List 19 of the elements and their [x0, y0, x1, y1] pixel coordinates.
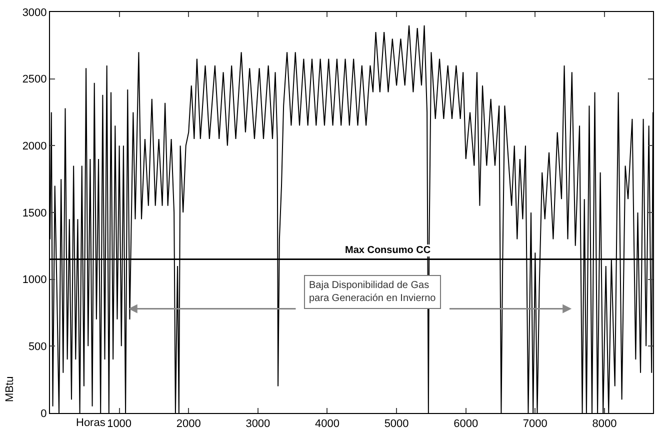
x-tick-label: 6000 — [454, 418, 478, 430]
y-axis-title: MBtu — [4, 376, 16, 402]
y-tick-label: 1000 — [22, 274, 47, 286]
y-tick-label: 2500 — [22, 74, 47, 86]
x-tick-label: 4000 — [315, 418, 340, 430]
x-tick-label: 3000 — [246, 418, 270, 430]
y-tick-label: 500 — [28, 341, 47, 354]
x-tick-label: 8000 — [592, 418, 617, 430]
x-tick-label: 2000 — [176, 418, 201, 430]
x-tick-label: 7000 — [522, 418, 548, 430]
y-tick-label: 1500 — [22, 207, 47, 220]
ref-line-label: Max Consumo CC — [345, 245, 431, 256]
x-tick-label: 1000 — [107, 418, 132, 430]
annotation: Baja Disponibilidad de Gas para Generación en Invierno — [309, 280, 436, 304]
y-tick-label: 0 — [40, 408, 47, 420]
x-tick-label: 5000 — [384, 418, 409, 430]
y-tick-label: 3000 — [22, 6, 47, 19]
x-axis-title: Horas — [76, 417, 106, 429]
y-tick-label: 2000 — [22, 140, 47, 153]
